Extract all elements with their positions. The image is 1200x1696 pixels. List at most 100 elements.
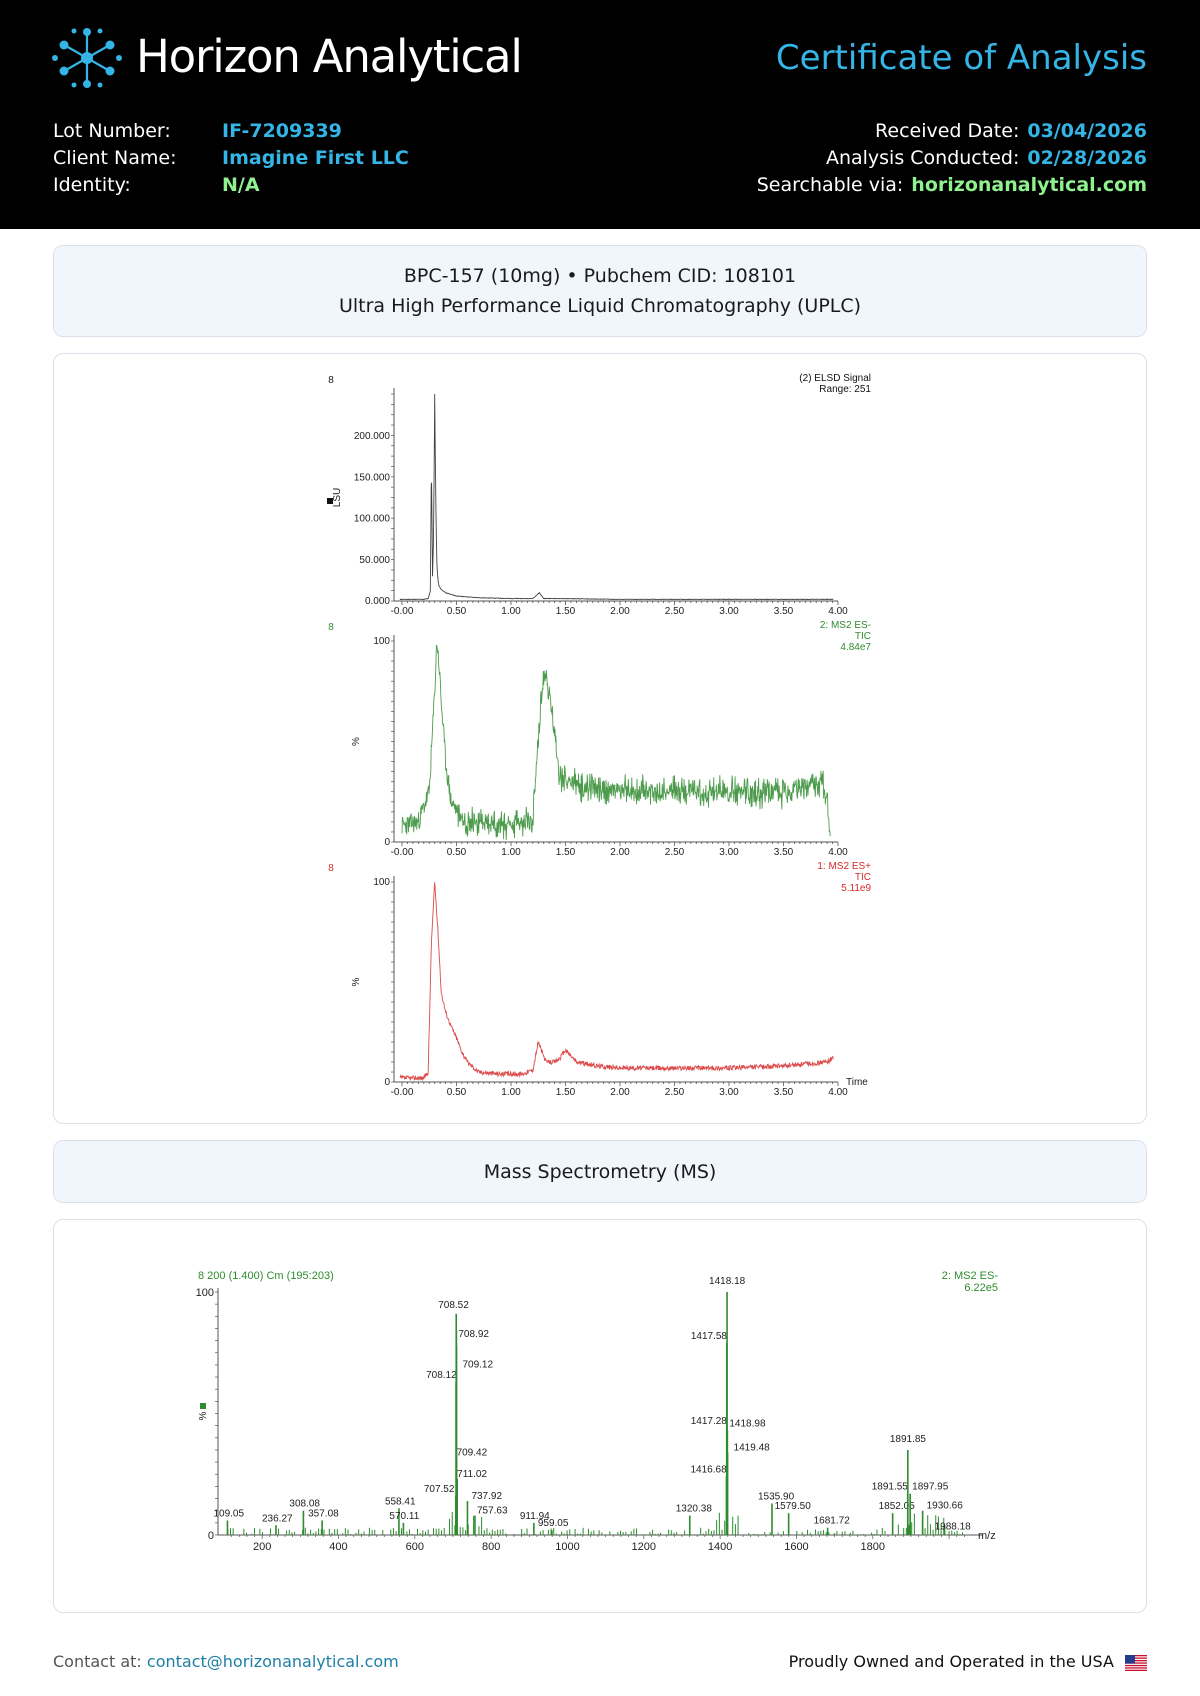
x-tick-label: -0.00 [391,1087,414,1098]
x-tick-label: 1.50 [556,606,576,617]
peak-label: 1891.85 [890,1434,927,1445]
peak-label: 1930.66 [927,1501,964,1512]
received-date-label: Received Date: [875,120,1020,142]
trace-header-text: Range: 251 [819,384,871,395]
peak-label: 1852.05 [879,1501,916,1512]
peak-label: 1417.58 [691,1331,728,1342]
peak-label: 1418.98 [729,1419,766,1430]
x-tick-label: 1400 [708,1541,732,1553]
identity-value: N/A [222,174,260,196]
x-tick-label: 0.50 [447,1087,467,1098]
spectrum-series-label: 2: MS2 ES- [942,1270,999,1282]
legend-marker-icon [200,1403,206,1409]
analysis-date-label: Analysis Conducted: [825,147,1020,169]
peak-label: 757.63 [477,1506,508,1517]
y-tick-label: 0 [384,837,390,848]
x-tick-label: 0.50 [447,606,467,617]
x-tick-label: 4.00 [828,847,848,858]
peak-label: 109.05 [213,1508,244,1519]
ms-chart-panel: 200 400 600 800 1000 1200 1400 1600 1800 0 100% m/z… [53,1219,1147,1613]
trace-header-text: 2: MS2 ES- [820,620,871,631]
ms-method-title: Mass Spectrometry (MS) [483,1161,717,1183]
trace-header-text: 4.84e7 [840,642,871,653]
contact-email-link[interactable]: contact@horizonanalytical.com [146,1652,399,1671]
y-tick-label: 0 [208,1530,214,1542]
y-axis-label: % [351,737,362,746]
received-date-row: Received Date: 03/04/2026 [757,120,1147,147]
peak-label: 236.27 [262,1513,293,1524]
x-tick-label: 1000 [555,1541,579,1553]
y-tick-label: 100 [373,877,390,888]
uplc-chromatograms: -0.00 0.50 1.00 1.50 2.00 2.50 3.00 3.50 4.00 0.0… [327,373,871,1098]
client-name-label: Client Name: [53,147,177,169]
peak-label: 708.52 [438,1300,469,1311]
x-tick-label: 1800 [861,1541,885,1553]
trace-header-text: 1: MS2 ES+ [817,861,871,872]
x-tick-label: 4.00 [828,1087,848,1098]
footer-tagline: Proudly Owned and Operated in the USA [789,1652,1147,1671]
searchable-link[interactable]: horizonanalytical.com [911,174,1147,196]
x-tick-label: -0.00 [391,847,414,858]
y-tick-label: 0 [384,1077,390,1088]
x-tick-label: 3.50 [774,847,794,858]
x-axis-label: m/z [978,1530,996,1542]
peak-label: 1419.48 [734,1442,771,1453]
product-line: BPC-157 (10mg) • Pubchem CID: 108101 [403,265,797,287]
client-name-value: Imagine First LLC [222,147,409,169]
analysis-date-value: 02/28/2026 [1027,147,1147,169]
trace-header-text: 5.11e9 [841,883,871,894]
x-tick-label: 1600 [784,1541,808,1553]
trace-header-text: TIC [855,872,871,883]
peak-label: 708.12 [426,1370,457,1381]
mass-spectrum: 200 400 600 800 1000 1200 1400 1600 1800 0 100% m/z… [196,1270,999,1553]
received-date-value: 03/04/2026 [1027,120,1147,142]
legend-marker-icon [327,498,333,504]
identity-label: Identity: [53,174,131,196]
chromatogram-1: -0.00 0.50 1.00 1.50 2.00 2.50 3.00 3.50 4.00 0.0… [327,373,871,617]
peak-label: 1891.55 [872,1482,909,1493]
chromatogram-trace [399,393,834,601]
peak-label: 737.92 [471,1491,502,1502]
x-axis-label: Time [846,1077,868,1088]
x-tick-label: 3.50 [774,606,794,617]
x-tick-label: 1200 [632,1541,656,1553]
y-tick-label: 200.000 [354,431,391,442]
client-name-row: Client Name: Imagine First LLC [53,147,409,174]
peak-label: 709.42 [457,1448,488,1459]
x-tick-label: 3.00 [719,847,739,858]
peak-label: 357.08 [308,1508,339,1519]
trace-header-text: TIC [855,631,871,642]
trace-number-label: 8 [328,622,334,633]
lot-number-row: Lot Number: IF-7209339 [53,120,409,147]
analysis-date-row: Analysis Conducted: 02/28/2026 [757,147,1147,174]
mass-spectrum-plot: 200 400 600 800 1000 1200 1400 1600 1800 0 100% m/z… [196,1270,999,1553]
chromatogram-3: -0.00 0.50 1.00 1.50 2.00 2.50 3.00 3.50 4.00 0 10… [328,861,871,1098]
y-axis-label: % [198,1411,209,1420]
horizon-logo-icon [52,28,122,88]
lot-number-label: Lot Number: [53,120,171,142]
peak-label: 707.52 [424,1484,455,1495]
x-tick-label: 600 [406,1541,424,1553]
y-tick-label: 100 [196,1287,214,1299]
meta-left: Lot Number: IF-7209339 Client Name: Imagin… [53,120,409,201]
contact-label: Contact at: [53,1652,142,1671]
chromatogram-2: -0.00 0.50 1.00 1.50 2.00 2.50 3.00 3.50 4.00 0 10… [328,620,871,858]
footer-contact: Contact at: contact@horizonanalytical.co… [53,1652,399,1671]
x-tick-label: 1.00 [501,606,521,617]
peak-label: 708.92 [458,1329,489,1340]
x-tick-label: 2.00 [610,1087,630,1098]
x-tick-label: 1.00 [501,847,521,858]
x-tick-label: 800 [482,1541,500,1553]
x-tick-label: 1.00 [501,1087,521,1098]
uplc-method-title: Ultra High Performance Liquid Chromatogr… [338,295,862,317]
x-tick-label: 1.50 [556,847,576,858]
peak-label: 1897.95 [912,1482,949,1493]
us-flag-icon [1125,1654,1147,1671]
trace-number-label: 8 [328,375,334,386]
x-tick-label: -0.00 [391,606,414,617]
lot-number-value: IF-7209339 [222,120,342,142]
peak-label: 959.05 [538,1518,569,1529]
peak-label: 1417.28 [691,1416,728,1427]
peak-label: 911.94 [520,1511,550,1522]
y-tick-label: 100 [373,636,390,647]
